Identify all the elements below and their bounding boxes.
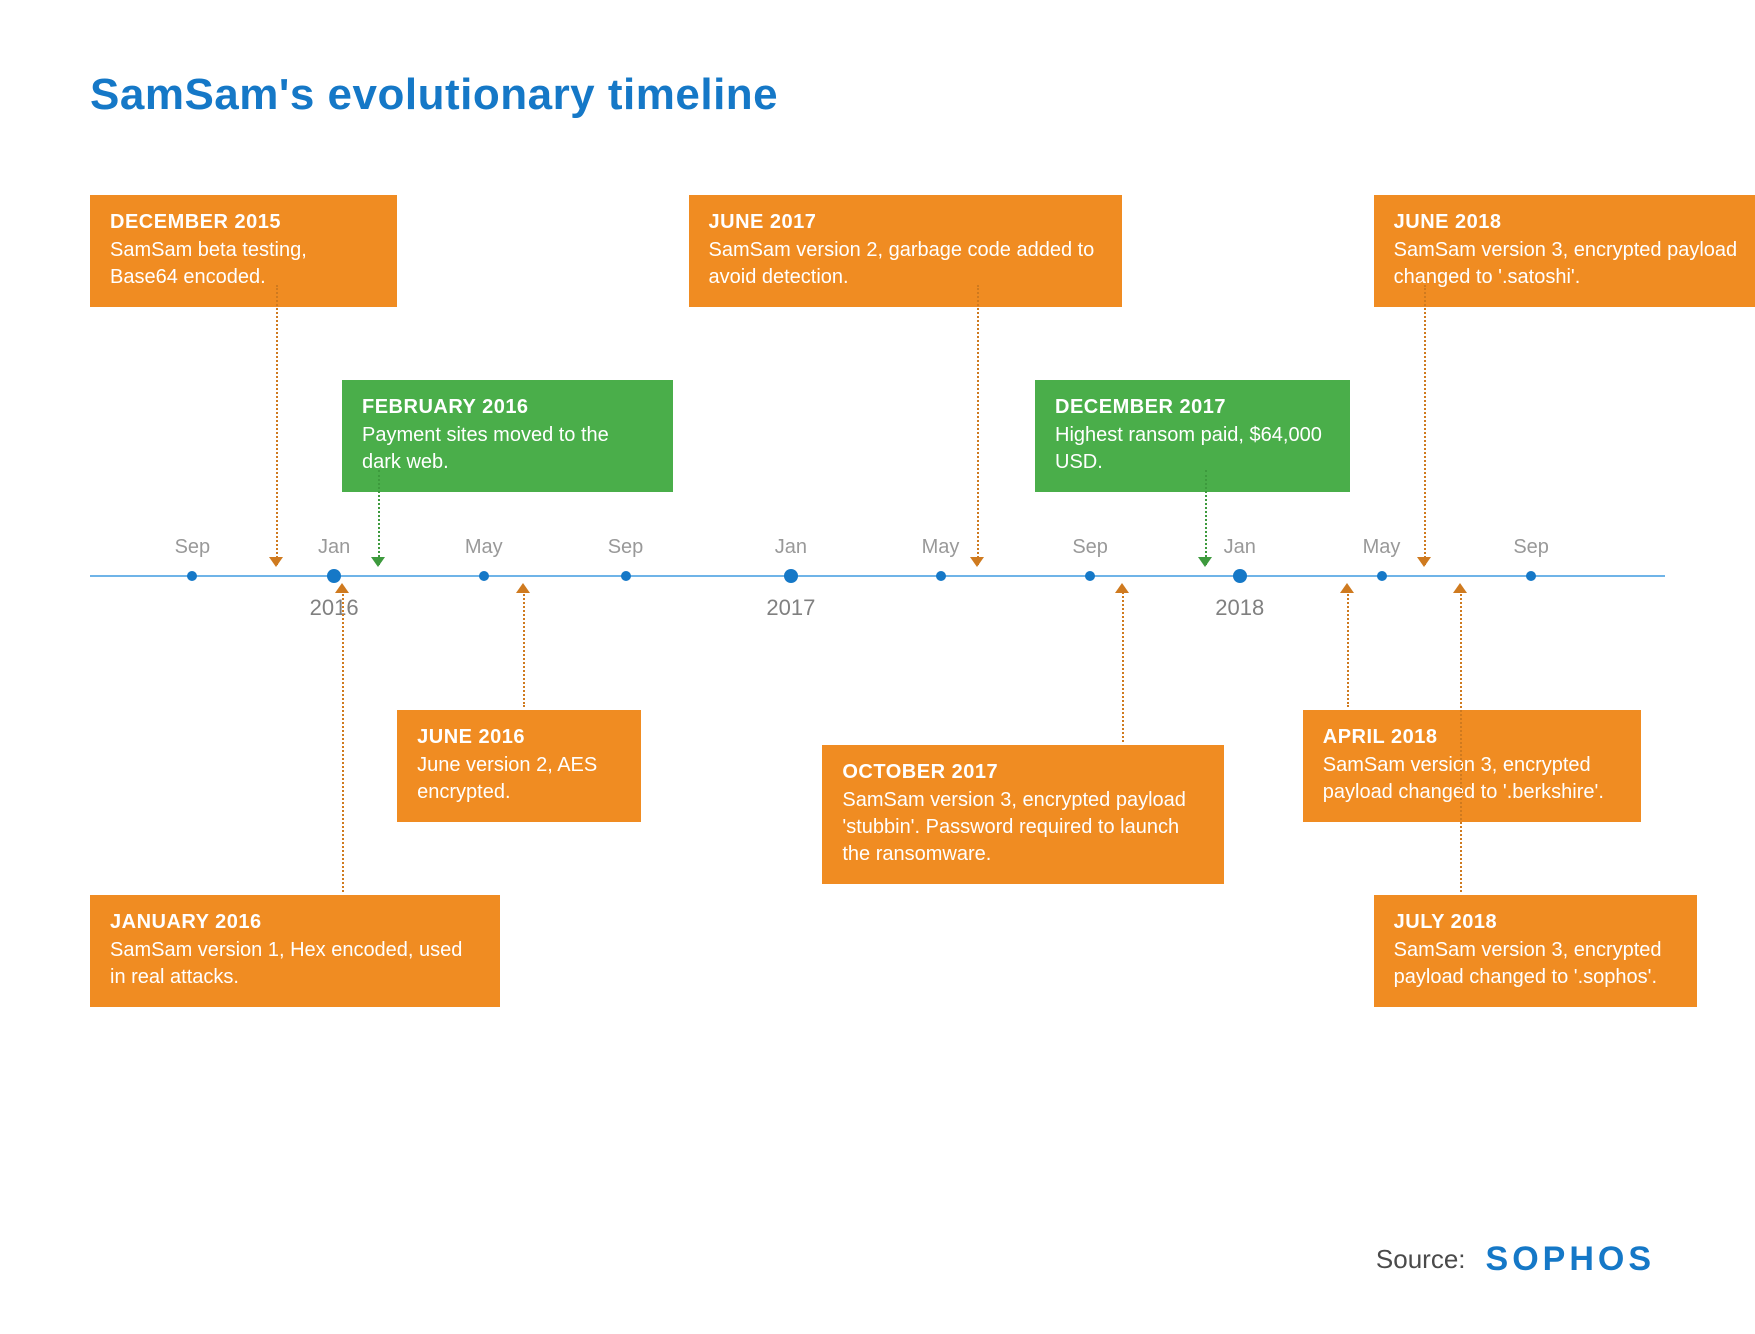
month-tick (1377, 571, 1387, 581)
event-description: SamSam version 3, encrypted payload chan… (1394, 237, 1755, 291)
month-tick (621, 571, 631, 581)
month-tick (187, 571, 197, 581)
month-label: Jan (1224, 536, 1256, 559)
month-label: Jan (775, 536, 807, 559)
event-jan2016: JANUARY 2016 SamSam version 1, Hex encode… (90, 895, 500, 1007)
event-date: JUNE 2016 (417, 726, 621, 749)
arrowhead-icon (269, 557, 283, 567)
month-label: Sep (1513, 536, 1549, 559)
connector-line (1122, 587, 1124, 742)
event-date: DECEMBER 2015 (110, 211, 377, 234)
year-tick (327, 569, 341, 583)
arrowhead-icon (970, 557, 984, 567)
month-label: Jan (318, 536, 350, 559)
event-date: JANUARY 2016 (110, 911, 480, 934)
source-label: Source: (1376, 1244, 1466, 1275)
event-jul2018: JULY 2018 SamSam version 3, encrypted pay… (1374, 895, 1697, 1007)
month-tick (1085, 571, 1095, 581)
month-label: May (922, 536, 960, 559)
event-date: OCTOBER 2017 (842, 761, 1204, 784)
event-date: DECEMBER 2017 (1055, 396, 1330, 419)
arrowhead-icon (335, 583, 349, 593)
connector-line (1460, 587, 1462, 892)
month-tick (936, 571, 946, 581)
month-label: Sep (608, 536, 644, 559)
event-description: June version 2, AES encrypted. (417, 752, 621, 806)
event-description: SamSam version 3, encrypted payload chan… (1323, 752, 1622, 806)
event-description: SamSam version 3, encrypted payload 'stu… (842, 787, 1204, 868)
event-description: SamSam version 3, encrypted payload chan… (1394, 937, 1677, 991)
connector-line (1347, 587, 1349, 707)
month-label: May (1363, 536, 1401, 559)
event-apr2018: APRIL 2018 SamSam version 3, encrypted pa… (1303, 710, 1642, 822)
month-tick (1526, 571, 1536, 581)
month-tick (479, 571, 489, 581)
year-label: 2017 (766, 595, 815, 621)
connector-line (342, 587, 344, 892)
event-description: SamSam version 2, garbage code added to … (709, 237, 1102, 291)
connector-line (523, 587, 525, 707)
source-attribution: Source: SOPHOS (1376, 1240, 1655, 1279)
connector-line (1205, 470, 1207, 565)
connector-line (977, 285, 979, 565)
connector-line (276, 285, 278, 565)
event-date: JUNE 2018 (1394, 211, 1755, 234)
sophos-logo: SOPHOS (1486, 1240, 1655, 1279)
connector-line (1424, 285, 1426, 565)
arrowhead-icon (1198, 557, 1212, 567)
event-dec2017: DECEMBER 2017 Highest ransom paid, $64,00… (1035, 380, 1350, 492)
year-tick (784, 569, 798, 583)
event-description: SamSam version 1, Hex encoded, used in r… (110, 937, 480, 991)
arrowhead-icon (1340, 583, 1354, 593)
year-tick (1233, 569, 1247, 583)
event-oct2017: OCTOBER 2017 SamSam version 3, encrypted … (822, 745, 1224, 884)
page-title: SamSam's evolutionary timeline (90, 70, 1665, 120)
event-jun2018: JUNE 2018 SamSam version 3, encrypted pay… (1374, 195, 1755, 307)
event-jun2016: JUNE 2016 June version 2, AES encrypted. (397, 710, 641, 822)
timeline: SepJan2016MaySepJan2017MaySepJan2018MayS… (90, 575, 1665, 577)
event-date: JUNE 2017 (709, 211, 1102, 234)
event-description: Highest ransom paid, $64,000 USD. (1055, 422, 1330, 476)
event-dec2015: DECEMBER 2015 SamSam beta testing, Base64… (90, 195, 397, 307)
arrowhead-icon (1115, 583, 1129, 593)
arrowhead-icon (516, 583, 530, 593)
year-label: 2018 (1215, 595, 1264, 621)
month-label: Sep (1072, 536, 1108, 559)
event-date: APRIL 2018 (1323, 726, 1622, 749)
event-jun2017: JUNE 2017 SamSam version 2, garbage code … (689, 195, 1122, 307)
month-label: Sep (175, 536, 211, 559)
event-feb2016: FEBRUARY 2016 Payment sites moved to the … (342, 380, 673, 492)
event-description: Payment sites moved to the dark web. (362, 422, 653, 476)
year-label: 2016 (310, 595, 359, 621)
event-date: JULY 2018 (1394, 911, 1677, 934)
event-description: SamSam beta testing, Base64 encoded. (110, 237, 377, 291)
event-date: FEBRUARY 2016 (362, 396, 653, 419)
arrowhead-icon (371, 557, 385, 567)
arrowhead-icon (1453, 583, 1467, 593)
arrowhead-icon (1417, 557, 1431, 567)
connector-line (378, 470, 380, 565)
month-label: May (465, 536, 503, 559)
